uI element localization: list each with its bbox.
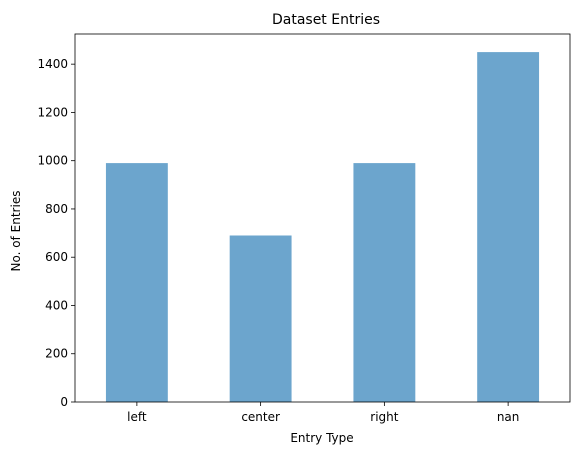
y-tick-label: 600 (45, 250, 68, 264)
bars-group (105, 52, 540, 403)
bar-center (229, 235, 292, 402)
bar-nan (477, 52, 540, 403)
x-tick-label: nan (497, 410, 520, 424)
x-axis-ticks: left center right nan (127, 402, 519, 424)
y-tick-label: 400 (45, 298, 68, 312)
bar-left (105, 163, 168, 402)
bar-right (353, 163, 416, 402)
y-tick-label: 1400 (37, 57, 68, 71)
y-tick-label: 1000 (37, 154, 68, 168)
y-tick-label: 800 (45, 202, 68, 216)
plot-frame (74, 33, 571, 403)
x-axis-label: Entry Type (290, 431, 353, 445)
y-tick-label: 0 (60, 395, 68, 409)
y-axis-ticks: 0 200 400 600 800 1000 1200 1400 (37, 57, 75, 409)
y-axis-label: No. of Entries (9, 191, 23, 272)
y-tick-label: 200 (45, 347, 68, 361)
x-tick-label: left (127, 410, 147, 424)
y-tick-label: 1200 (37, 105, 68, 119)
x-tick-label: center (241, 410, 280, 424)
x-tick-label: right (370, 410, 398, 424)
chart-title: Dataset Entries (272, 12, 380, 28)
